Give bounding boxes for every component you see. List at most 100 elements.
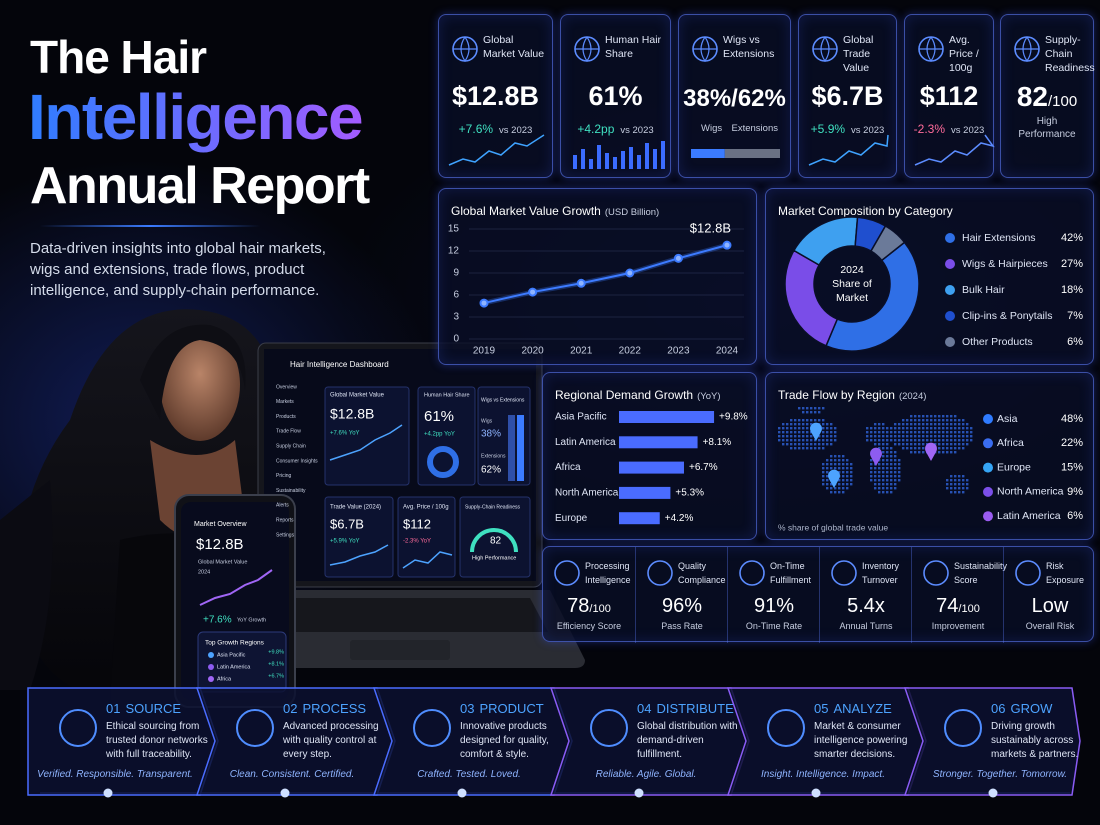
map-dot <box>794 443 797 446</box>
sparkbar <box>613 157 617 169</box>
line <box>483 244 728 305</box>
map-dot <box>874 431 877 434</box>
map-dot <box>954 435 957 438</box>
map-dot <box>822 443 825 446</box>
kpi-left-label: Wigs <box>701 123 723 134</box>
map-dot <box>882 487 885 490</box>
map-dot <box>886 467 889 470</box>
y-tick-label: Latin America <box>555 437 616 448</box>
map-dot <box>914 427 917 430</box>
map-dot <box>802 427 805 430</box>
map-dot <box>942 447 945 450</box>
laptop-text: Global Market Value <box>330 393 385 399</box>
map-dot <box>806 427 809 430</box>
data-label: 7% <box>1067 310 1083 322</box>
legend-value: 6% <box>1067 510 1083 522</box>
map-dot <box>842 459 845 462</box>
kpi-change: +7.6% <box>458 122 494 136</box>
map-dot <box>898 431 901 434</box>
map-dot <box>914 439 917 442</box>
map-dot <box>934 443 937 446</box>
step-icon <box>767 709 805 747</box>
map-dot <box>950 431 953 434</box>
map-dot <box>878 439 881 442</box>
map-dot <box>950 447 953 450</box>
map-dot <box>930 415 933 418</box>
laptop-text: +5.9% YoY <box>330 539 360 545</box>
map-dot <box>894 471 897 474</box>
phone-text: $12.8B <box>196 536 244 553</box>
map-dot <box>826 467 829 470</box>
map-dot <box>842 463 845 466</box>
map-dot <box>850 479 853 482</box>
map-dot <box>790 435 793 438</box>
step-number: 01 <box>106 701 121 716</box>
map-dot <box>954 415 957 418</box>
kpi-change-row: +4.2pp vs 2023 <box>561 120 670 138</box>
step-title: SOURCE <box>125 701 182 716</box>
map-dot <box>778 427 781 430</box>
title-line-1: The Hair <box>30 31 207 83</box>
step-title: PRODUCT <box>479 701 544 716</box>
map-dot <box>890 459 893 462</box>
map-dot <box>838 467 841 470</box>
map-dot <box>958 475 961 478</box>
map-dot <box>778 439 781 442</box>
step-text: Innovative products designed for quality… <box>460 721 549 760</box>
sparkbar <box>661 141 665 169</box>
map-dot <box>822 475 825 478</box>
map-dot <box>874 471 877 474</box>
map-dot <box>942 423 945 426</box>
metric-value-row: 5.4x <box>820 595 912 618</box>
map-dot <box>882 455 885 458</box>
panel-canvas <box>573 141 665 169</box>
map-dot <box>842 475 845 478</box>
map-dot <box>870 459 873 462</box>
map-dot <box>950 423 953 426</box>
split-segment <box>724 149 780 158</box>
laptop-text: +7.6% YoY <box>330 431 360 437</box>
map-dot <box>910 447 913 450</box>
laptop-menu-item: Products <box>276 414 296 420</box>
metric-label: Risk Exposure <box>1046 561 1085 585</box>
pie-slice <box>784 249 839 347</box>
map-dot <box>942 451 945 454</box>
map-dot <box>962 447 965 450</box>
map-dot <box>878 467 881 470</box>
map-dot <box>846 463 849 466</box>
map-dot <box>898 475 901 478</box>
map-dot <box>914 431 917 434</box>
map-dot <box>806 419 809 422</box>
map-dot <box>866 431 869 434</box>
phone-text: Top Growth Regions <box>205 640 265 647</box>
map-dot <box>802 419 805 422</box>
map-dot <box>930 431 933 434</box>
phone-region-name: Asia Pacific <box>217 652 246 658</box>
map-dot <box>966 483 969 486</box>
map-dot <box>918 447 921 450</box>
map-dot <box>874 439 877 442</box>
map-dot <box>838 463 841 466</box>
map-dot <box>886 463 889 466</box>
step-dot <box>457 788 467 798</box>
map-dot <box>934 431 937 434</box>
map-dot <box>926 431 929 434</box>
step-number: 02 <box>283 701 298 716</box>
phone-region-dot <box>208 664 214 670</box>
map-dot <box>870 467 873 470</box>
map-dot <box>878 427 881 430</box>
legend-swatch <box>983 462 993 473</box>
phone-text: 2024 <box>198 569 210 575</box>
map-dot <box>802 439 805 442</box>
kpi-change-row: -2.3% vs 2023 <box>905 120 993 138</box>
kpi-change-row: +5.9% vs 2023 <box>799 120 896 138</box>
map-dot <box>910 427 913 430</box>
map-dot <box>950 451 953 454</box>
map-dot <box>846 459 849 462</box>
map-dot <box>882 435 885 438</box>
kpi-value: 38%/62% <box>683 85 786 112</box>
map-dot <box>914 447 917 450</box>
map-dot <box>794 423 797 426</box>
map-dot <box>942 415 945 418</box>
step-tagline: Crafted. Tested. Loved. <box>417 769 521 780</box>
